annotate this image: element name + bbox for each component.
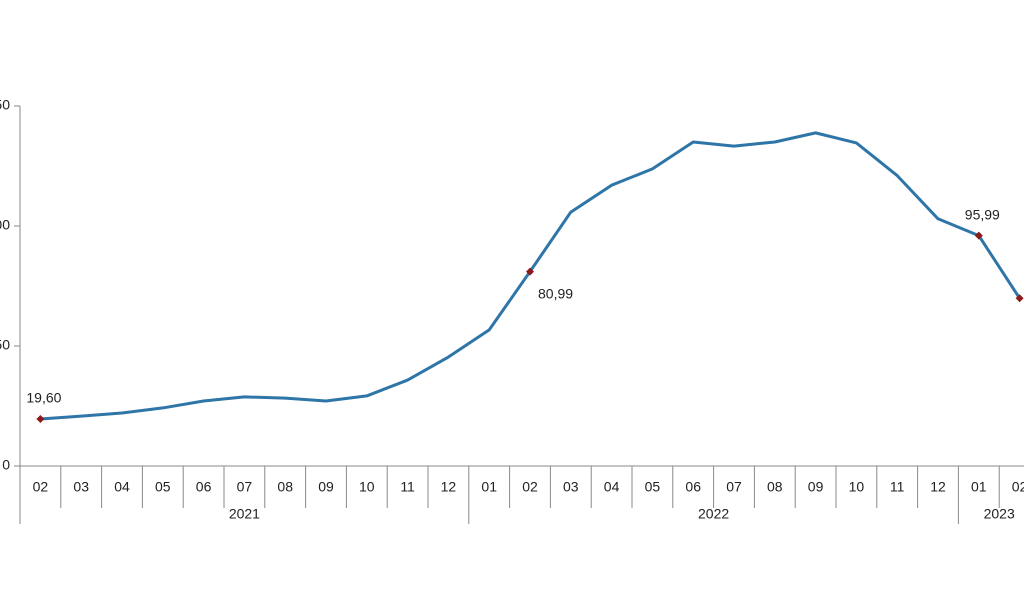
marker [36, 414, 45, 423]
x-tick-label: 03 [73, 479, 89, 495]
data-label: 80,99 [538, 285, 573, 301]
x-tick-label: 08 [767, 479, 783, 495]
y-tick-label: 100 [0, 217, 10, 233]
x-tick-label: 06 [196, 479, 212, 495]
x-tick-label: 04 [114, 479, 130, 495]
y-tick-label: 150 [0, 97, 10, 113]
x-tick-label: 10 [849, 479, 865, 495]
marker [1015, 294, 1024, 303]
x-tick-label: 02 [33, 479, 49, 495]
x-tick-label: 10 [359, 479, 375, 495]
x-tick-label: 06 [685, 479, 701, 495]
data-label: 95,99 [965, 206, 1000, 222]
y-tick-label: 0 [2, 457, 10, 473]
x-tick-label: 11 [890, 479, 905, 495]
x-tick-label: 05 [155, 479, 171, 495]
x-tick-label: 02 [1012, 479, 1024, 495]
x-tick-label: 11 [400, 479, 415, 495]
x-tick-label: 01 [971, 479, 987, 495]
x-tick-label: 04 [604, 479, 620, 495]
x-tick-label: 07 [237, 479, 253, 495]
x-tick-label: 12 [441, 479, 457, 495]
x-tick-label: 02 [522, 479, 538, 495]
x-tick-label: 09 [318, 479, 334, 495]
y-tick-label: 50 [0, 337, 10, 353]
x-tick-label: 03 [563, 479, 579, 495]
x-tick-label: 12 [930, 479, 946, 495]
year-label: 2022 [698, 506, 729, 522]
data-label: 19,60 [26, 390, 61, 406]
marker [974, 231, 983, 240]
x-tick-label: 09 [808, 479, 824, 495]
line [40, 131, 1021, 421]
x-tick-label: 01 [481, 479, 497, 495]
year-label: 2023 [984, 506, 1015, 522]
year-label: 2021 [229, 506, 260, 522]
x-tick-label: 07 [726, 479, 742, 495]
x-tick-label: 05 [645, 479, 661, 495]
x-tick-label: 08 [277, 479, 293, 495]
marker [526, 267, 534, 276]
